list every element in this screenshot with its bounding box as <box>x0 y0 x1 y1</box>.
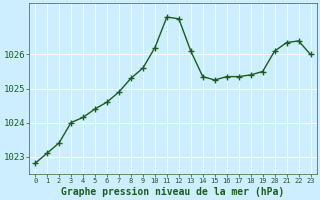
X-axis label: Graphe pression niveau de la mer (hPa): Graphe pression niveau de la mer (hPa) <box>61 186 284 197</box>
